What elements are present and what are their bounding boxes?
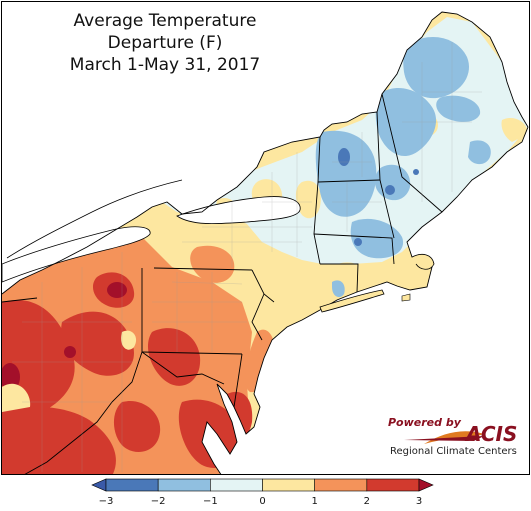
legend-tick-label: −1 [202,496,218,507]
legend-below-arrow [91,478,107,492]
map-title: Average Temperature Departure (F) March … [30,10,300,76]
legend-bin [210,478,263,492]
legend-bin [105,478,159,492]
temperature-departure-map [2,11,529,474]
legend-tick-label: 2 [363,496,371,507]
rcc-subtitle: Regional Climate Centers [390,446,517,457]
legend-tick-label: −3 [98,496,114,507]
color-legend: −3 −2 −1 0 1 2 3 [90,476,435,508]
title-line-1: Average Temperature Departure (F) [73,11,257,53]
legend-tick-label: 1 [311,496,318,507]
legend-tick-label: −2 [150,496,166,507]
legend-bin [157,478,211,492]
map-panel: Average Temperature Departure (F) March … [1,1,530,475]
acis-swoosh-icon [404,431,484,444]
powered-by-text: Powered by [388,416,461,429]
legend-bin [262,478,315,492]
title-line-2: March 1-May 31, 2017 [69,55,261,75]
legend-above-arrow [418,478,434,492]
legend-tick-label: 3 [415,496,423,507]
legend-bin [314,478,368,492]
acis-wordmark: ACIS [466,422,518,446]
acis-logo: Powered by ACIS Regional Climate Centers [384,414,524,462]
legend-tick-label: 0 [259,496,266,507]
legend-colorbar [91,478,434,492]
legend-bin [366,478,420,492]
